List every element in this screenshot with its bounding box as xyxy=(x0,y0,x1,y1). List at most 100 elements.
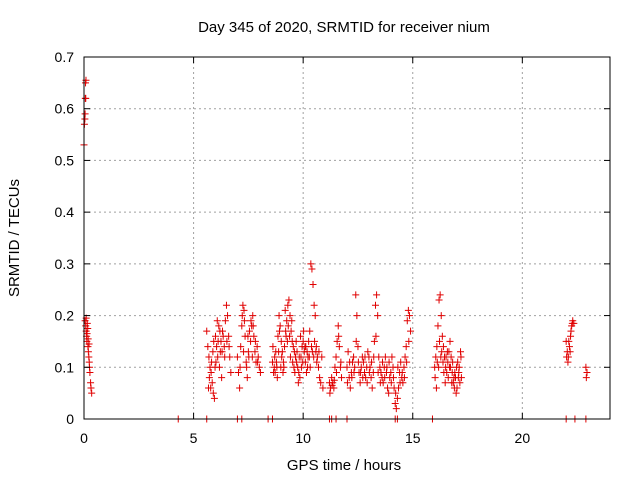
data-point xyxy=(236,384,244,392)
data-point xyxy=(368,384,376,392)
data-point xyxy=(452,389,460,397)
data-point xyxy=(210,394,218,402)
data-point xyxy=(457,374,465,382)
data-point xyxy=(306,327,314,335)
data-point xyxy=(440,368,448,376)
data-point xyxy=(270,363,278,371)
data-point xyxy=(354,343,362,351)
data-point xyxy=(437,312,445,320)
data-point xyxy=(384,384,392,392)
data-point xyxy=(253,343,261,351)
data-point xyxy=(236,363,244,371)
data-point xyxy=(387,368,395,376)
data-point xyxy=(307,260,315,268)
data-point xyxy=(296,374,304,382)
data-point xyxy=(350,353,358,361)
data-point xyxy=(385,389,393,397)
data-point xyxy=(392,405,400,413)
data-point xyxy=(582,363,590,371)
data-point xyxy=(404,306,412,314)
data-point xyxy=(367,374,375,382)
data-point xyxy=(338,374,346,382)
data-point xyxy=(372,332,380,340)
data-point xyxy=(434,322,442,330)
data-point xyxy=(333,337,341,345)
data-point xyxy=(564,358,572,366)
x-tick-label: 0 xyxy=(80,430,88,446)
data-point xyxy=(398,368,406,376)
data-point xyxy=(288,317,296,325)
x-tick-label: 10 xyxy=(295,430,311,446)
data-point xyxy=(212,332,219,340)
y-tick-label: 0.5 xyxy=(55,152,75,168)
data-point xyxy=(371,301,379,309)
data-point xyxy=(301,343,309,351)
data-point xyxy=(330,376,338,384)
data-point xyxy=(219,327,227,335)
data-point xyxy=(337,358,345,366)
data-point xyxy=(293,348,301,356)
data-point xyxy=(299,358,307,366)
data-point xyxy=(303,348,311,356)
data-point xyxy=(446,363,454,371)
data-point xyxy=(283,337,291,345)
data-point xyxy=(289,343,297,351)
data-point xyxy=(213,343,221,351)
data-point xyxy=(567,327,575,335)
data-point xyxy=(240,306,248,314)
y-tick-label: 0 xyxy=(66,411,74,427)
data-point xyxy=(305,337,313,345)
data-point xyxy=(278,353,286,361)
data-point xyxy=(332,368,340,376)
y-tick-label: 0.3 xyxy=(55,256,75,272)
data-point xyxy=(213,317,221,325)
data-point xyxy=(272,358,280,366)
data-point xyxy=(245,327,253,335)
data-point xyxy=(86,368,94,376)
data-point xyxy=(435,337,443,345)
data-point xyxy=(244,332,252,340)
y-tick-label: 0.4 xyxy=(55,204,75,220)
data-point xyxy=(396,379,404,387)
data-point xyxy=(227,368,235,376)
data-point xyxy=(446,337,454,345)
data-point xyxy=(274,332,282,340)
data-point xyxy=(88,389,96,397)
data-point xyxy=(563,353,571,361)
data-point xyxy=(433,343,441,351)
data-point xyxy=(309,281,317,289)
data-point xyxy=(317,379,325,387)
data-point xyxy=(565,337,573,345)
y-tick-label: 0.7 xyxy=(55,49,75,65)
data-point xyxy=(286,332,294,340)
data-point xyxy=(214,337,222,345)
data-point xyxy=(209,348,217,356)
data-point xyxy=(395,384,403,392)
data-point xyxy=(297,332,305,340)
data-point xyxy=(385,358,393,366)
data-point xyxy=(392,389,400,397)
chart-title: Day 345 of 2020, SRMTID for receiver niu… xyxy=(198,19,490,36)
data-point xyxy=(238,312,246,320)
data-point xyxy=(205,374,213,382)
data-point xyxy=(348,374,356,382)
data-point xyxy=(405,337,413,345)
data-point xyxy=(250,332,258,340)
data-point xyxy=(432,384,440,392)
y-tick-label: 0.6 xyxy=(55,101,75,117)
data-point xyxy=(370,353,378,361)
data-point xyxy=(394,363,402,371)
data-point xyxy=(335,343,343,351)
data-point xyxy=(402,343,410,351)
data-point xyxy=(208,379,216,387)
data-point xyxy=(87,384,95,392)
data-point xyxy=(81,110,89,118)
data-point xyxy=(222,301,230,309)
data-point xyxy=(346,358,354,366)
data-point xyxy=(453,384,461,392)
data-point xyxy=(235,368,243,376)
data-point xyxy=(400,374,408,382)
data-point xyxy=(376,379,384,387)
data-point xyxy=(205,353,213,361)
